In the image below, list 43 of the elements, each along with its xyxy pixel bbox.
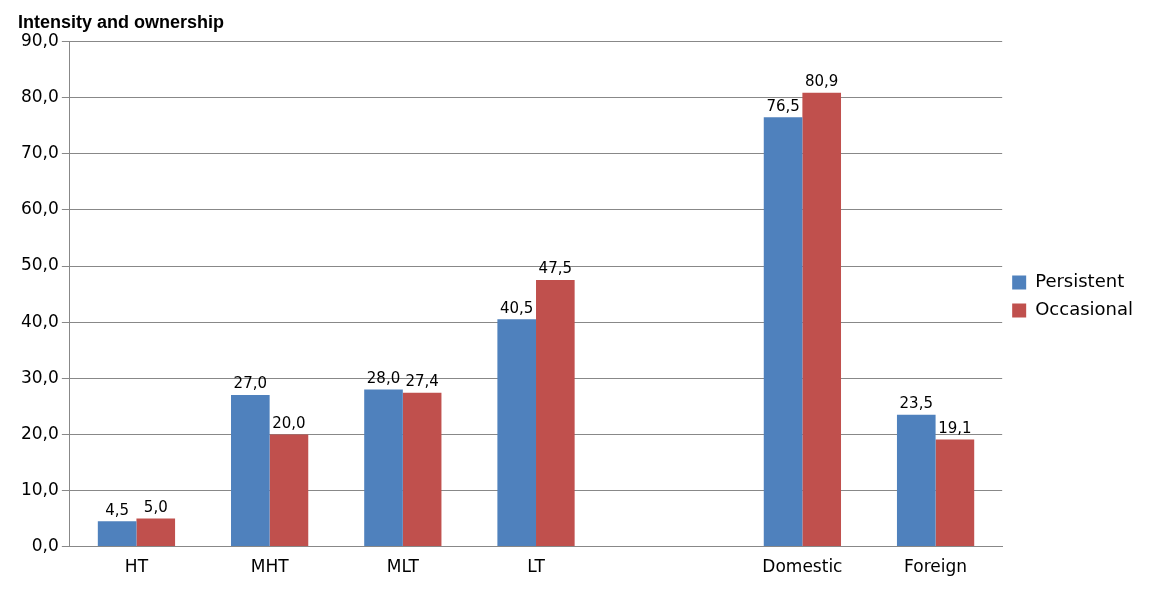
data-label: 40,5 (500, 298, 534, 317)
chart-title: Intensity and ownership (18, 11, 225, 32)
x-tick-label: MHT (250, 556, 290, 577)
bar (402, 392, 442, 547)
y-tick-label: 10,0 (20, 478, 59, 499)
y-tick-label: 20,0 (20, 422, 59, 443)
legend-label: Occasional (1035, 298, 1134, 320)
bar (896, 414, 936, 547)
x-tick-label: Foreign (904, 556, 968, 577)
data-label: 19,1 (938, 418, 972, 437)
data-label: 20,0 (272, 413, 306, 432)
bar (136, 518, 176, 547)
data-label: 76,5 (766, 96, 800, 115)
x-tick-label: LT (527, 556, 546, 577)
data-label: 27,4 (405, 372, 439, 391)
data-label: 27,0 (233, 374, 268, 393)
y-tick-label: 0,0 (31, 535, 59, 556)
bar (497, 319, 537, 547)
y-tick-label: 60,0 (20, 198, 59, 219)
data-label: 28,0 (366, 368, 401, 387)
data-label: 23,5 (899, 394, 933, 413)
x-tick-label: MLT (386, 556, 420, 577)
y-tick-label: 80,0 (20, 86, 59, 107)
bar (802, 92, 842, 547)
bar (935, 439, 975, 547)
legend-label: Persistent (1035, 270, 1125, 292)
bar (364, 389, 403, 547)
data-label: 5,0 (143, 497, 168, 516)
y-tick-label: 90,0 (20, 30, 59, 51)
bar (269, 434, 309, 547)
y-tick-label: 40,0 (20, 310, 59, 331)
bar (763, 117, 803, 547)
bar (97, 521, 137, 547)
x-tick-label: Domestic (762, 556, 843, 577)
y-tick-label: 70,0 (20, 142, 59, 163)
bar (231, 395, 270, 547)
data-label: 80,9 (805, 72, 839, 91)
y-tick-label: 30,0 (20, 366, 59, 387)
data-label: 4,5 (105, 500, 130, 519)
x-tick-label: HT (124, 556, 149, 577)
y-tick-label: 50,0 (20, 254, 59, 275)
data-label: 47,5 (538, 259, 573, 278)
bar (536, 280, 575, 547)
